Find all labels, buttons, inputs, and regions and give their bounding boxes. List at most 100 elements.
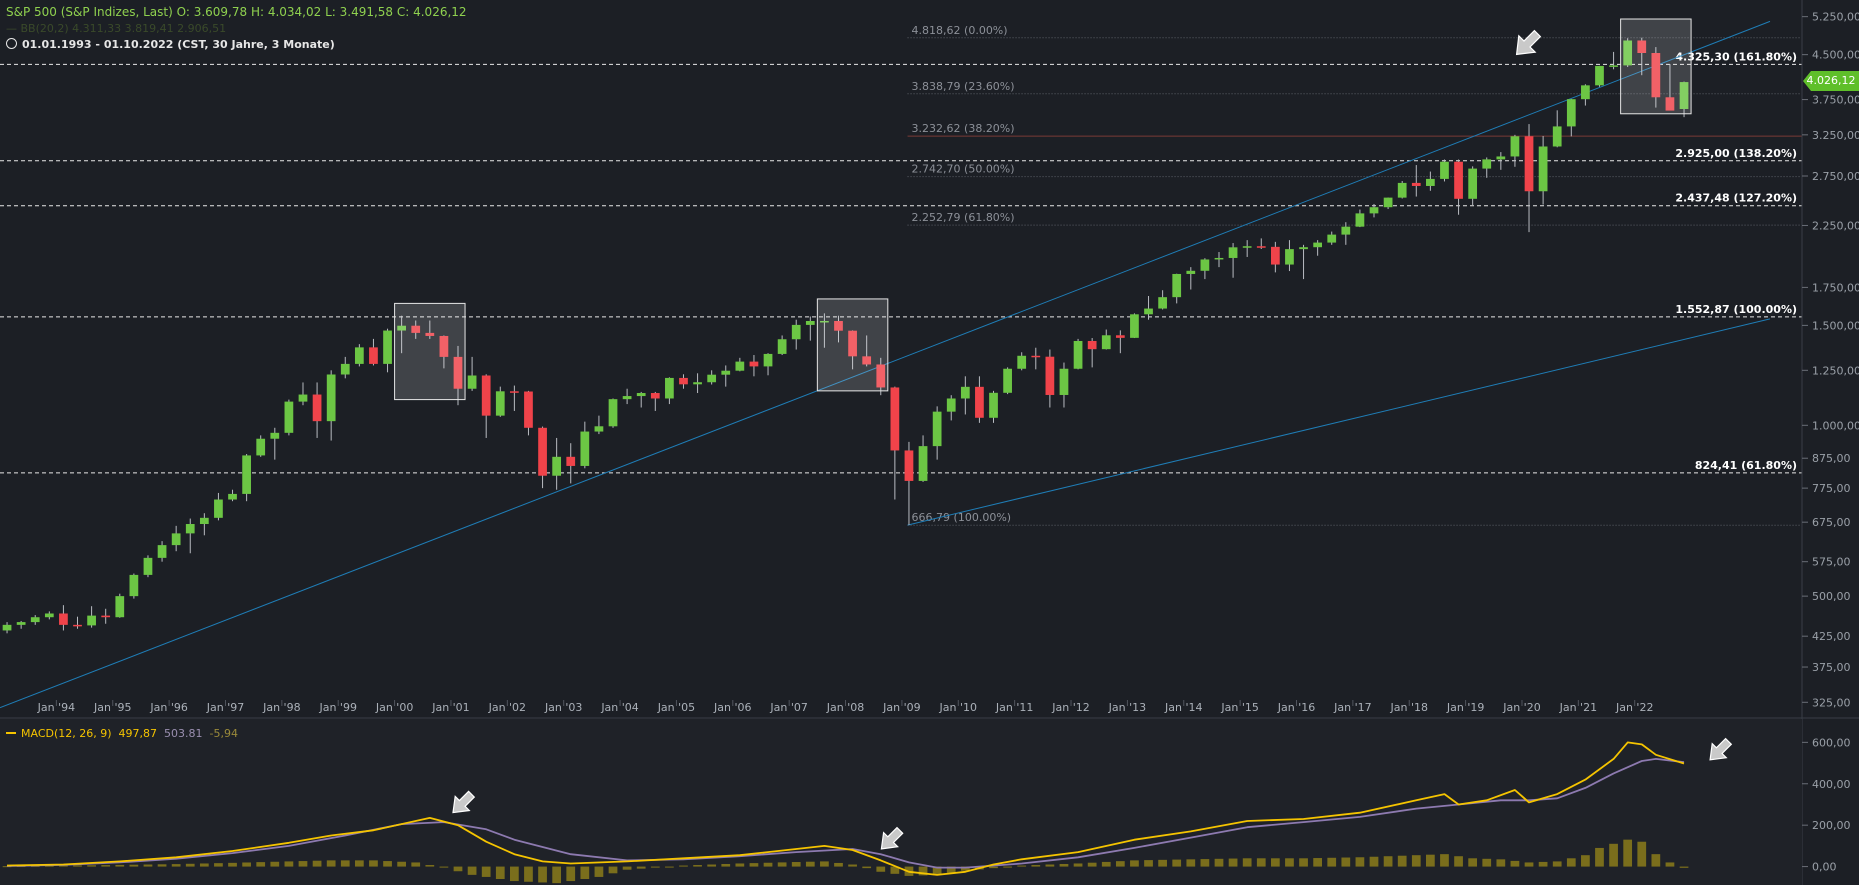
highlight-boxes[interactable] xyxy=(394,18,1692,401)
annotation-arrows[interactable] xyxy=(1515,29,1542,56)
candle-body xyxy=(735,361,745,371)
candle-body xyxy=(481,375,491,416)
candle-body xyxy=(30,617,40,623)
candle-body xyxy=(975,386,984,418)
candle-body xyxy=(256,438,266,456)
macd-histogram-bar xyxy=(1609,843,1618,867)
price-tick-label: 1.250,00 xyxy=(1812,364,1859,377)
time-tick-label: Jan '95 xyxy=(93,701,131,714)
fib-extension-label: 824,41 (61.80%) xyxy=(1695,459,1797,472)
macd-histogram-bar xyxy=(453,866,463,872)
macd-histogram-bar xyxy=(1327,857,1337,867)
time-tick-label: Jan '97 xyxy=(206,701,244,714)
time-tick-label: Jan '18 xyxy=(1389,701,1427,714)
time-tick-label: Jan '08 xyxy=(826,701,864,714)
fib-retracement-label: 3.838,79 (23.60%) xyxy=(912,80,1015,93)
macd-histogram-bar xyxy=(707,864,717,867)
macd-histogram-bar xyxy=(1524,862,1534,867)
macd-histogram-bar xyxy=(552,866,562,884)
macd-histogram-bar xyxy=(805,861,815,867)
candle-body xyxy=(171,533,181,546)
macd-tick-label: 0,00 xyxy=(1812,861,1837,874)
macd-histogram-bar xyxy=(1059,863,1069,867)
candle-body xyxy=(129,574,139,597)
candle-body xyxy=(1426,178,1435,186)
candle-body xyxy=(1595,65,1604,86)
time-tick-label: Jan '06 xyxy=(713,701,751,714)
candle-body xyxy=(1552,126,1562,147)
candle-body xyxy=(1623,40,1633,66)
candle-body xyxy=(228,493,237,500)
macd-histogram-bar xyxy=(1172,859,1182,867)
highlight-box xyxy=(394,302,466,401)
macd-histogram-bar xyxy=(721,863,731,867)
candle-body xyxy=(157,545,167,558)
candle-body xyxy=(270,432,280,439)
time-tick-label: Jan '19 xyxy=(1446,701,1484,714)
macd-histogram-bar xyxy=(862,866,872,869)
candle-body xyxy=(1256,246,1266,248)
macd-histogram-bar xyxy=(960,866,970,871)
candle-body xyxy=(636,393,646,397)
price-axis[interactable]: 325,00 375,00 425,00 500,00 575,00 675,00 775,… xyxy=(1801,0,1859,885)
price-tick-label: 675,00 xyxy=(1812,516,1851,529)
macd-histogram-bar xyxy=(1017,865,1027,867)
macd-panel[interactable]: 0,00 200,00 400,00 600,00 xyxy=(0,719,1851,885)
macd-histogram-bar xyxy=(1003,866,1012,868)
candle-body xyxy=(1101,335,1111,350)
time-tick-label: Jan '05 xyxy=(657,701,695,714)
fibonacci-retracement[interactable]: 4.818,62 (0.00%) 3.838,79 (23.60%) 3.232,6… xyxy=(907,24,1802,526)
time-tick-label: Jan '99 xyxy=(318,701,356,714)
macd-histogram-bar xyxy=(834,862,843,867)
candle-body xyxy=(298,394,308,402)
macd-histogram-bar xyxy=(918,866,928,876)
candle-body xyxy=(383,330,392,364)
macd-histogram-bar xyxy=(185,863,195,867)
macd-histogram-bar xyxy=(1411,855,1421,867)
fibonacci-extension[interactable]: 4.325,30 (161.80%) 2.925,00 (138.20%) 2.43… xyxy=(0,50,1802,474)
candle-body xyxy=(862,356,872,365)
candle-body xyxy=(679,377,688,385)
macd-histogram-bar xyxy=(1115,861,1125,867)
macd-annotation-arrow xyxy=(452,790,476,814)
candle-body xyxy=(1059,368,1069,395)
macd-histogram-bar xyxy=(1087,862,1097,867)
time-axis[interactable]: Jan '94 Jan '95 Jan '96 Jan '97 Jan '98 Jan '… xyxy=(0,700,1859,719)
macd-histogram-bar xyxy=(383,861,392,867)
macd-histogram-bar xyxy=(87,865,96,867)
last-price-tag: 4.026,12 xyxy=(1803,71,1859,91)
macd-histogram-bar xyxy=(495,866,505,879)
macd-histogram-bar xyxy=(580,866,590,879)
macd-histogram-bar xyxy=(1200,859,1210,867)
macd-histogram-bar xyxy=(397,861,407,867)
macd-histogram-bar xyxy=(340,860,350,867)
macd-histogram-bar xyxy=(1073,863,1083,867)
candle-body xyxy=(1482,159,1492,169)
candle-body xyxy=(354,347,364,364)
macd-histogram-bar xyxy=(1285,858,1294,867)
time-tick-label: Jan '03 xyxy=(544,701,582,714)
time-tick-label: Jan '14 xyxy=(1164,701,1202,714)
candle-body xyxy=(425,332,435,336)
candle-body xyxy=(1397,182,1407,198)
macd-histogram-bar xyxy=(143,864,153,867)
date-range[interactable]: 01.01.1993 - 01.10.2022 (CST, 30 Jahre, … xyxy=(6,38,335,51)
candle-body xyxy=(1200,259,1210,271)
signal-value: 503.81 xyxy=(164,727,203,740)
macd-histogram-bar xyxy=(425,865,435,867)
candle-body xyxy=(1454,161,1463,199)
macd-histogram-bar xyxy=(1538,861,1548,867)
candle-body xyxy=(904,450,914,481)
macd-histogram-bar xyxy=(1426,854,1435,867)
macd-histogram-bar xyxy=(1595,847,1604,867)
candle-body xyxy=(467,375,477,389)
candle-body xyxy=(1214,257,1224,260)
macd-histogram-bar xyxy=(242,862,251,867)
macd-histogram-bar xyxy=(1045,864,1055,867)
time-tick-label: Jan '01 xyxy=(431,701,469,714)
candle-body xyxy=(580,431,590,466)
candle-body xyxy=(16,622,26,625)
macd-histogram-bar xyxy=(73,865,82,867)
macd-histogram-bar xyxy=(129,864,139,867)
